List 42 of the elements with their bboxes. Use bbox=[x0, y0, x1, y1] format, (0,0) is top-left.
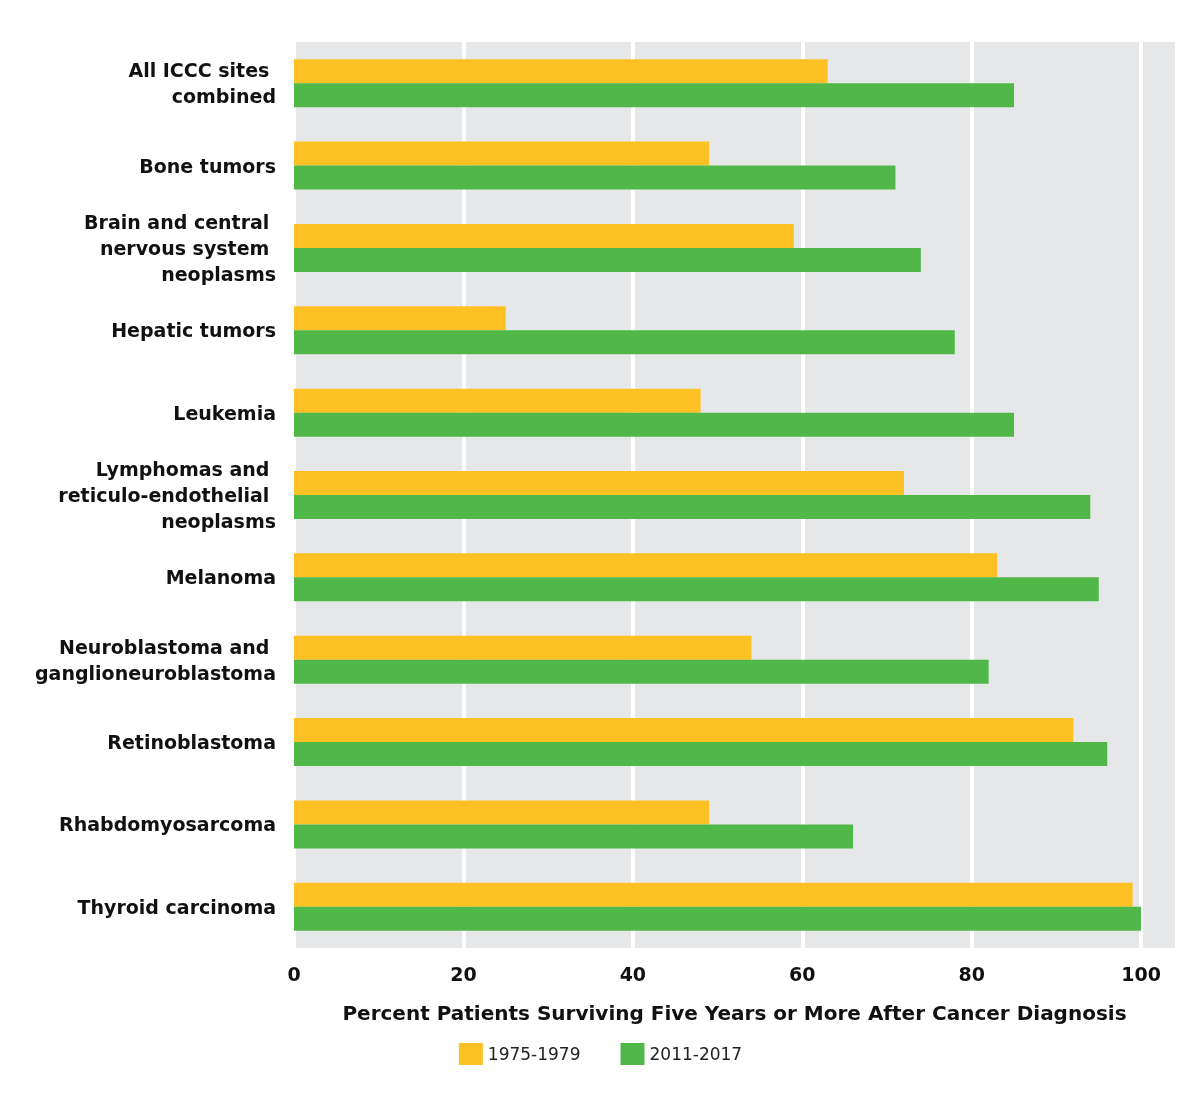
bar bbox=[294, 659, 989, 684]
y-tick-label: Thyroid carcinoma bbox=[77, 895, 276, 918]
bar bbox=[294, 882, 1133, 907]
bar bbox=[294, 553, 998, 578]
bar bbox=[294, 306, 506, 331]
bar bbox=[294, 330, 955, 355]
y-tick-label: Lymphomas and reticulo-endothelial neoplasms bbox=[58, 458, 276, 532]
bar bbox=[294, 800, 710, 825]
legend-label: 1975-1979 bbox=[487, 1044, 581, 1064]
bar bbox=[294, 247, 921, 272]
bar bbox=[294, 635, 752, 660]
y-tick-label: Leukemia bbox=[173, 401, 276, 424]
bar bbox=[294, 83, 1015, 108]
x-tick-label: 0 bbox=[287, 962, 301, 985]
x-axis-title: Percent Patients Surviving Five Years or More After Cancer Diagnosis bbox=[342, 1001, 1127, 1025]
bar bbox=[294, 906, 1142, 931]
y-tick-label: Bone tumors bbox=[139, 154, 276, 177]
x-tick-label: 80 bbox=[958, 962, 985, 985]
bar bbox=[294, 165, 896, 190]
legend-label: 2011-2017 bbox=[649, 1044, 743, 1064]
y-tick-label: Neuroblastoma and ganglioneuroblastoma bbox=[35, 635, 276, 684]
x-tick-label: 60 bbox=[789, 962, 816, 985]
x-tick-label: 100 bbox=[1121, 962, 1161, 985]
bar bbox=[294, 223, 794, 248]
y-tick-label: All ICCC sites combined bbox=[128, 59, 276, 108]
x-tick-label: 20 bbox=[450, 962, 477, 985]
bar bbox=[294, 824, 854, 849]
bar bbox=[294, 141, 710, 166]
bar bbox=[294, 577, 1099, 602]
y-tick-label: Hepatic tumors bbox=[111, 319, 276, 342]
bar bbox=[294, 718, 1074, 743]
bar bbox=[294, 495, 1091, 519]
bar bbox=[294, 412, 1015, 437]
bar bbox=[294, 471, 904, 495]
y-tick-label: Melanoma bbox=[165, 566, 276, 589]
bar bbox=[294, 388, 701, 413]
y-tick-label: Brain and central nervous system neoplasms bbox=[84, 210, 276, 285]
y-tick-label: Rhabdomyosarcoma bbox=[59, 813, 276, 836]
bar bbox=[294, 59, 828, 84]
y-tick-label: Retinoblastoma bbox=[107, 731, 276, 754]
x-tick-label: 40 bbox=[619, 962, 647, 985]
bar bbox=[294, 742, 1108, 767]
